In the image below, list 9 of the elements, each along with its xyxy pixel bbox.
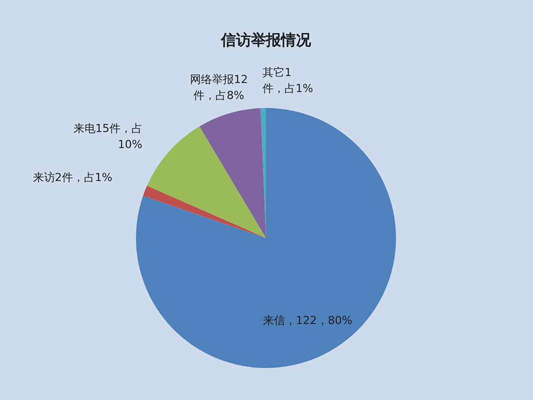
slice-label: 其它1 件，占1% <box>262 66 314 96</box>
pie-slice <box>143 186 266 238</box>
slice-label: 来电15件，占 10% <box>73 122 142 151</box>
slice-label: 来信，122，80% <box>262 314 352 328</box>
slice-label: 网络举报12 件，占8% <box>190 72 248 102</box>
pie-slice <box>199 108 266 238</box>
slice-label: 来访2件，占1% <box>32 171 112 184</box>
pie-slice <box>146 126 266 238</box>
chart-title: 信访举报情况 <box>220 31 312 49</box>
